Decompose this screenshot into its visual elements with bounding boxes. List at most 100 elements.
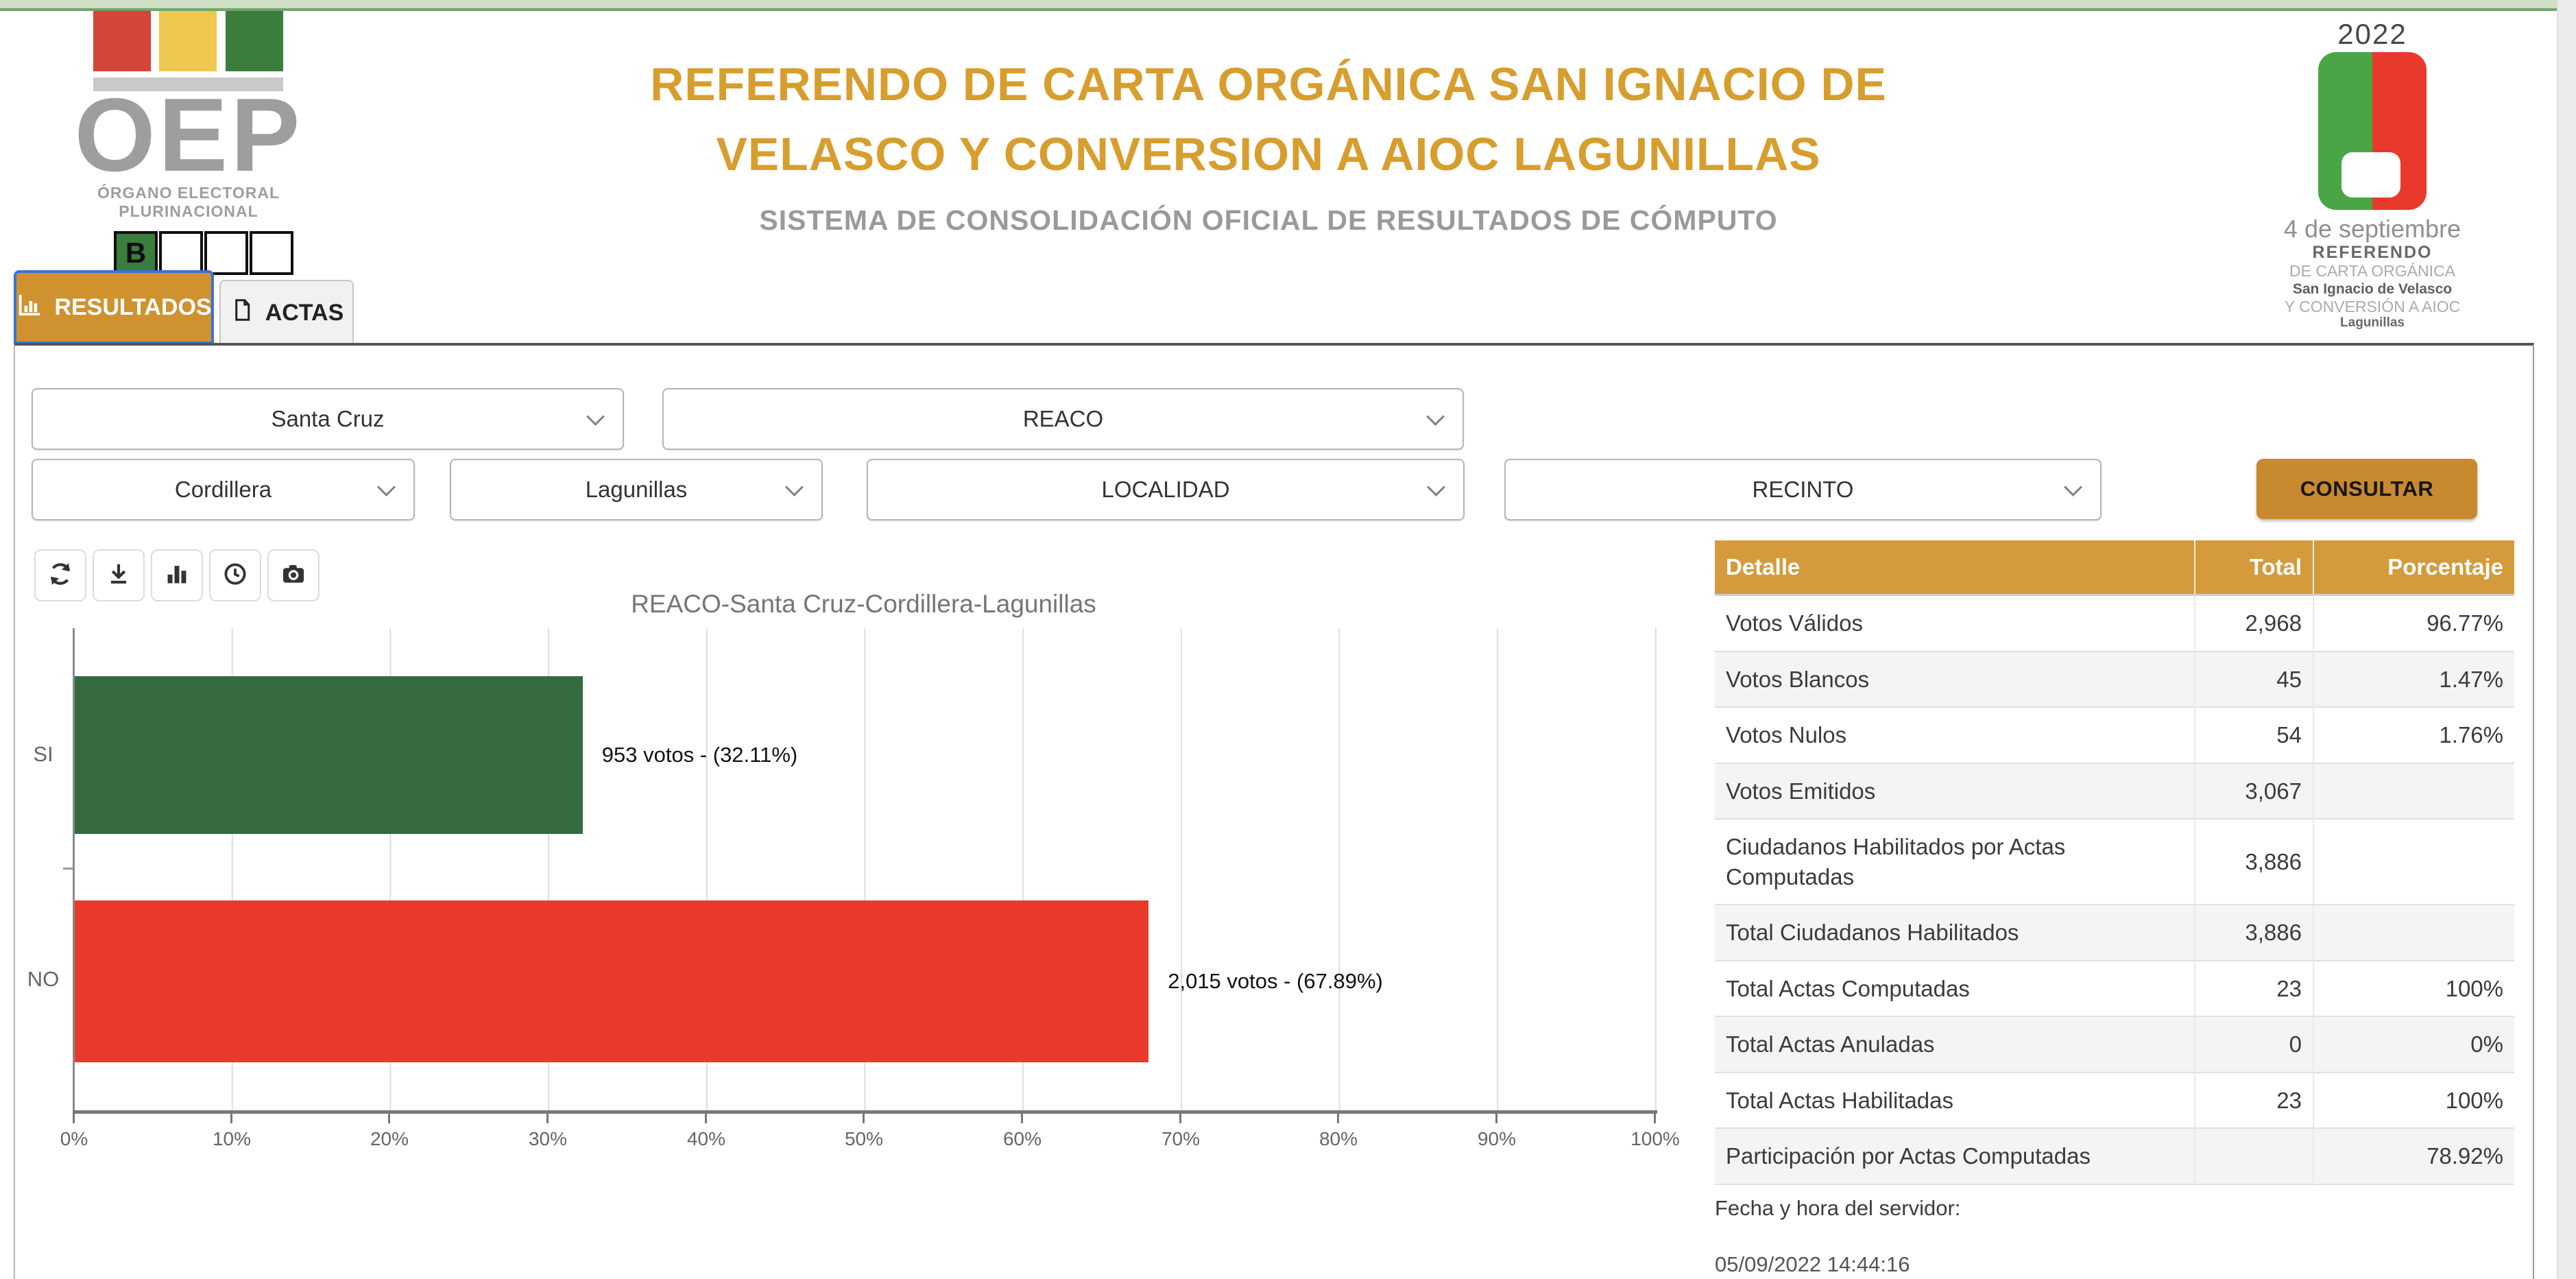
chevron-down-icon bbox=[1427, 478, 1445, 497]
col-header-porcentaje: Porcentaje bbox=[2313, 540, 2514, 595]
table-row: Votos Nulos 54 1.76% bbox=[1715, 706, 2514, 763]
document-icon bbox=[230, 298, 254, 328]
province-select[interactable]: Cordillera bbox=[32, 459, 415, 521]
bar-si bbox=[75, 676, 583, 834]
progress-squares: B bbox=[114, 231, 293, 275]
process-select[interactable]: REACO bbox=[662, 388, 1464, 450]
event-line-conversion: Y CONVERSIÓN A AIOC bbox=[2284, 297, 2461, 315]
chevron-down-icon bbox=[2064, 478, 2082, 497]
event-line-referendo: REFERENDO bbox=[2312, 242, 2433, 262]
progress-square-b-label: B bbox=[125, 237, 147, 269]
download-button[interactable] bbox=[93, 549, 145, 601]
locality-select[interactable]: LOCALIDAD bbox=[867, 459, 1465, 521]
table-row: Ciudadanos Habilitados por Actas Computa… bbox=[1715, 818, 2514, 905]
bar-no bbox=[75, 900, 1149, 1062]
chevron-down-icon bbox=[377, 478, 396, 497]
tab-actas[interactable]: ACTAS bbox=[219, 280, 354, 344]
event-line-carta: DE CARTA ORGÁNICA bbox=[2289, 262, 2455, 280]
table-row: Votos Blancos 45 1.47% bbox=[1715, 650, 2514, 708]
clock-icon bbox=[222, 561, 248, 590]
x-tick-label: 0% bbox=[60, 1128, 88, 1149]
progress-square-b: B bbox=[114, 231, 158, 275]
camera-icon bbox=[280, 561, 306, 590]
tab-resultados[interactable]: RESULTADOS bbox=[14, 270, 214, 344]
bar-row-si: 953 votos - (32.11%) bbox=[75, 676, 1657, 834]
process-select-value: REACO bbox=[1022, 406, 1104, 431]
refresh-button[interactable] bbox=[34, 549, 86, 601]
event-line-lagunillas: Lagunillas bbox=[2340, 315, 2405, 331]
consultar-button[interactable]: CONSULTAR bbox=[2256, 459, 2477, 519]
logo-white-cutout bbox=[2342, 152, 2400, 198]
bar-chart-icon bbox=[164, 561, 190, 590]
category-label-si: SI bbox=[33, 742, 53, 766]
department-select[interactable]: Santa Cruz bbox=[32, 388, 624, 450]
progress-square-empty-2 bbox=[204, 231, 248, 275]
x-tick-label: 50% bbox=[844, 1128, 884, 1149]
server-time-value: 05/09/2022 14:44:16 bbox=[1715, 1252, 1910, 1276]
oep-gray-bar bbox=[93, 77, 283, 91]
server-time-label: Fecha y hora del servidor: bbox=[1715, 1196, 1961, 1220]
page-title-line1: REFERENDO DE CARTA ORGÁNICA SAN IGNACIO … bbox=[650, 58, 1887, 110]
chart-toolbar bbox=[34, 549, 320, 601]
progress-square-empty-1 bbox=[159, 231, 203, 275]
x-tick-label: 90% bbox=[1477, 1128, 1517, 1149]
page-title-line2: VELASCO Y CONVERSION A AIOC LAGUNILLAS bbox=[716, 128, 1821, 180]
x-tick-label: 20% bbox=[370, 1128, 409, 1149]
table-header-row: Detalle Total Porcentaje bbox=[1715, 540, 2514, 595]
oep-wordmark: OEP bbox=[74, 77, 303, 193]
precinct-select-value: RECINTO bbox=[1752, 477, 1854, 502]
bar-si-value-label: 953 votos - (32.11%) bbox=[601, 743, 798, 767]
oep-caption: ÓRGANO ELECTORAL PLURINACIONAL bbox=[97, 184, 280, 220]
col-header-total: Total bbox=[2195, 540, 2314, 595]
page-title-block: REFERENDO DE CARTA ORGÁNICA SAN IGNACIO … bbox=[384, 49, 2153, 237]
camera-button[interactable] bbox=[267, 549, 320, 601]
axis-category-tick bbox=[63, 868, 73, 870]
download-icon bbox=[106, 561, 132, 590]
table-row: Total Actas Computadas 23 100% bbox=[1715, 959, 2514, 1017]
event-logo: 2022 4 de septiembre REFERENDO DE CARTA … bbox=[2276, 18, 2468, 331]
oep-green-square bbox=[226, 11, 283, 71]
chevron-down-icon bbox=[1426, 407, 1445, 426]
tab-actas-label: ACTAS bbox=[265, 299, 344, 326]
oep-yellow-square bbox=[159, 11, 217, 71]
table-row: Votos Válidos 2,968 96.77% bbox=[1715, 594, 2514, 652]
table-row: Total Actas Habilitadas 23 100% bbox=[1715, 1071, 2514, 1129]
x-tick-label: 30% bbox=[528, 1128, 568, 1149]
department-select-value: Santa Cruz bbox=[271, 406, 385, 431]
table-row: Participación por Actas Computadas 78.92% bbox=[1715, 1127, 2514, 1185]
table-row: Votos Emitidos 3,067 bbox=[1715, 762, 2514, 820]
x-tick-label: 10% bbox=[212, 1128, 252, 1149]
municipality-select[interactable]: Lagunillas bbox=[450, 459, 823, 521]
x-tick-label: 70% bbox=[1161, 1128, 1201, 1149]
top-accent-bar bbox=[0, 0, 2576, 11]
bar-row-no: 2,015 votos - (67.89%) bbox=[75, 900, 1657, 1062]
x-tick-label: 80% bbox=[1319, 1128, 1358, 1149]
oep-red-square bbox=[93, 11, 151, 71]
chevron-down-icon bbox=[785, 478, 804, 497]
tab-resultados-label: RESULTADOS bbox=[54, 294, 212, 320]
chart-title: REACO-Santa Cruz-Cordillera-Lagunillas bbox=[631, 590, 1096, 618]
tab-bar: RESULTADOS ACTAS bbox=[14, 270, 354, 344]
event-line-sanignacio: San Ignacio de Velasco bbox=[2292, 280, 2453, 297]
x-axis-line bbox=[73, 1110, 1657, 1114]
content-panel: Santa Cruz REACO Cordillera Lagunillas L… bbox=[14, 343, 2534, 1279]
bar-chart-button[interactable] bbox=[151, 549, 203, 601]
x-tick-label: 60% bbox=[1002, 1128, 1042, 1149]
bar-chart: SI NO 953 votos - (32.11%) 2,015 votos -… bbox=[27, 628, 1657, 1110]
locality-select-value: LOCALIDAD bbox=[1101, 477, 1230, 502]
province-select-value: Cordillera bbox=[174, 477, 272, 502]
chevron-down-icon bbox=[586, 407, 605, 426]
precinct-select[interactable]: RECINTO bbox=[1504, 459, 2102, 521]
page-subtitle: SISTEMA DE CONSOLIDACIÓN OFICIAL DE RESU… bbox=[759, 204, 1778, 236]
refresh-icon bbox=[47, 561, 73, 590]
bar-chart-icon bbox=[16, 291, 43, 324]
event-year: 2022 bbox=[2337, 18, 2407, 50]
x-tick-label: 40% bbox=[686, 1128, 726, 1149]
category-label-no: NO bbox=[27, 967, 60, 991]
results-table: Detalle Total Porcentaje Votos Válidos 2,… bbox=[1715, 540, 2514, 1185]
referendum-logo-mark bbox=[2318, 52, 2427, 210]
clock-button[interactable] bbox=[209, 549, 261, 601]
vertical-scrollbar[interactable] bbox=[2557, 0, 2576, 1279]
municipality-select-value: Lagunillas bbox=[585, 477, 688, 502]
